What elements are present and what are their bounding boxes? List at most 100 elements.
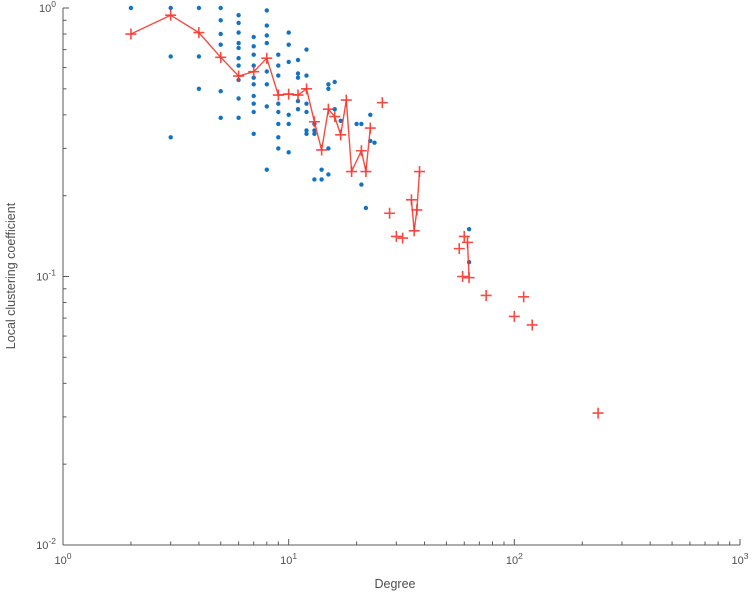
scatter-point: [295, 71, 301, 76]
scatter-point: [276, 73, 281, 78]
scatter-point: [264, 40, 269, 46]
plus-marker: [364, 122, 376, 134]
scatter-point: [236, 20, 241, 26]
x-tick-label: 101: [280, 551, 297, 567]
scatter-point: [326, 146, 331, 151]
scatter-point: [236, 45, 241, 51]
scatter-point: [264, 82, 269, 87]
y-tick-label: 100: [39, 0, 56, 15]
x-tick-label: 100: [55, 551, 72, 567]
scatter-point: [251, 82, 256, 87]
scatter-point: [295, 98, 301, 104]
scatter-point: [326, 86, 331, 92]
scatter-point: [251, 44, 256, 49]
plus-marker: [316, 144, 328, 156]
scatter-point: [276, 121, 281, 127]
scatter-point: [372, 140, 377, 145]
plus-marker: [384, 207, 396, 219]
scatter-point: [312, 177, 317, 182]
y-tick-label: 10-2: [36, 536, 56, 552]
scatter-point: [236, 96, 241, 101]
plus-marker: [414, 166, 426, 178]
scatter-point: [276, 101, 281, 106]
plus-marker: [346, 166, 358, 178]
plus-marker: [463, 272, 475, 284]
plus-marker: [408, 225, 420, 237]
scatter-point: [359, 182, 364, 187]
scatter-point: [304, 101, 309, 106]
plus-marker: [215, 51, 227, 63]
scatter-point: [295, 75, 301, 80]
scatter-point: [276, 52, 281, 57]
plus-marker: [233, 70, 245, 82]
plus-marker: [461, 236, 473, 248]
scatter-point: [312, 131, 317, 136]
scatter-point: [196, 54, 202, 59]
scatter-point: [338, 118, 343, 124]
scatter-point: [251, 75, 256, 80]
scatter-point: [168, 5, 173, 11]
scatter-point: [304, 109, 309, 115]
plus-marker: [592, 407, 604, 419]
scatter-point: [236, 63, 241, 68]
plus-marker: [248, 66, 260, 78]
scatter-point: [354, 121, 359, 127]
plus-marker: [355, 145, 367, 157]
plus-marker: [405, 194, 417, 206]
x-tick-label: 103: [732, 551, 749, 567]
scatter-point: [218, 42, 223, 47]
plus-marker: [308, 116, 320, 128]
scatter-point: [218, 31, 223, 37]
scatter-point: [264, 23, 269, 28]
scatter-point: [196, 86, 202, 92]
scatter-point: [276, 63, 281, 68]
plus-marker: [453, 243, 465, 255]
scatter-point: [286, 150, 291, 155]
plus-marker: [261, 52, 273, 64]
scatter-point: [236, 40, 241, 46]
scatter-point: [286, 121, 291, 127]
scatter-point: [236, 13, 241, 18]
scatter-point: [236, 115, 241, 121]
scatter-point: [304, 47, 309, 52]
plus-marker: [360, 166, 372, 178]
plus-marker: [397, 232, 409, 244]
scatter-point: [236, 30, 241, 35]
plus-marker: [390, 230, 402, 242]
plus-marker: [526, 319, 538, 331]
scatter-point: [286, 42, 291, 47]
scatter-point: [304, 131, 309, 136]
scatter-point: [168, 54, 173, 59]
plus-marker: [322, 103, 334, 115]
scatter-point: [264, 167, 269, 172]
scatter-point: [276, 146, 281, 151]
scatter-point: [264, 33, 269, 38]
scatter-point: [251, 93, 256, 99]
plus-marker: [335, 129, 347, 141]
scatter-point: [251, 52, 256, 57]
mean-line-segment: [410, 171, 421, 232]
scatter-point: [466, 227, 472, 232]
scatter-point: [368, 112, 373, 118]
scatter-point: [264, 104, 269, 109]
plus-marker: [411, 204, 423, 216]
scatter-point: [319, 177, 324, 182]
scatter-point: [332, 79, 337, 85]
scatter-point: [251, 101, 256, 106]
scatter-point: [251, 63, 256, 68]
scatter-point: [128, 5, 134, 11]
plus-marker: [457, 271, 469, 282]
y-tick-label: 10-1: [36, 268, 56, 284]
scatter-point: [286, 112, 291, 118]
plus-marker: [165, 9, 177, 21]
scatter-point: [326, 172, 331, 177]
plus-marker: [292, 89, 304, 101]
scatter-point: [304, 128, 309, 133]
scatter-point: [276, 135, 281, 140]
plus-marker: [272, 89, 284, 101]
scatter-point: [196, 5, 202, 11]
scatter-point: [319, 167, 324, 172]
plus-marker: [283, 88, 295, 100]
scatter-point: [218, 89, 223, 94]
plus-marker: [193, 27, 205, 39]
